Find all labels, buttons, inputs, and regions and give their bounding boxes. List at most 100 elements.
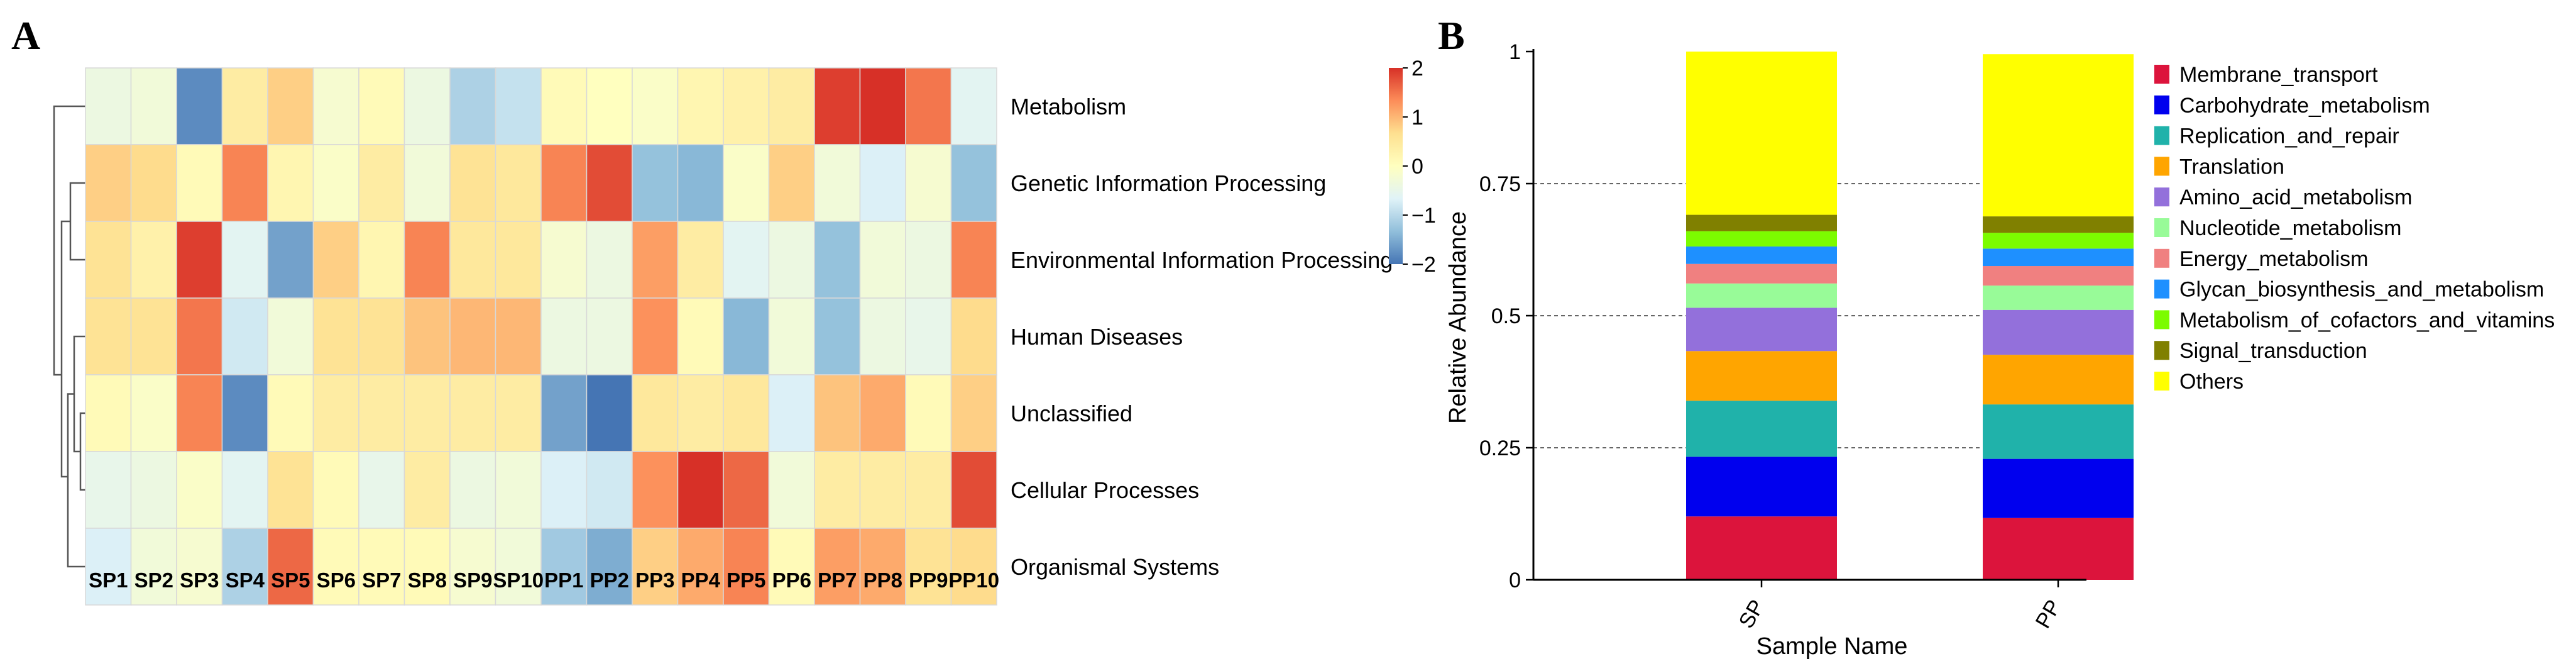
heatmap-cell-sp9-r1 <box>449 67 496 145</box>
legend-swatch <box>2154 218 2169 237</box>
bar-segment-pp-replication-and-repair <box>1983 404 2134 459</box>
heatmap-cell-pp7-r4 <box>814 297 861 375</box>
heatmap-cell-pp4-r1 <box>677 67 724 145</box>
heatmap-cell-sp7-r4 <box>358 297 405 375</box>
heatmap-cell-pp5-r7 <box>723 528 770 606</box>
legend: Membrane_transport Carbohydrate_metabolis… <box>2154 63 2555 394</box>
heatmap-cell-pp10-r1 <box>950 67 997 145</box>
legend-swatch <box>2154 187 2169 207</box>
heatmap-cell-pp2-r6 <box>586 451 633 529</box>
legend-swatch <box>2154 248 2169 268</box>
heatmap-column-label: PP9 <box>909 568 948 592</box>
heatmap-cell-pp4-r2 <box>677 144 724 222</box>
heatmap-cell-pp2-r1 <box>586 67 633 145</box>
heatmap-cell-pp10-r4 <box>950 297 997 375</box>
heatmap-column-label: SP7 <box>362 568 401 592</box>
bar-segment-sp-signal-transduction <box>1686 214 1837 231</box>
bar-segment-sp-membrane-transport <box>1686 516 1837 580</box>
heatmap-cell-pp10-r2 <box>950 144 997 222</box>
heatmap-cell-pp3-r5 <box>632 374 679 452</box>
heatmap-cell-pp5-r5 <box>723 374 770 452</box>
legend-label: Others <box>2179 370 2244 394</box>
bar-segment-pp-carbohydrate-metabolism <box>1983 458 2134 518</box>
heatmap-column-label: SP4 <box>226 568 265 592</box>
heatmap-cell-pp1-r5 <box>540 374 588 452</box>
heatmap-cell-pp10-r7 <box>950 528 997 606</box>
heatmap-cell-sp5-r7 <box>267 528 314 606</box>
color-scale-tick-label: 1 <box>1411 106 1423 130</box>
heatmap-column-label: PP8 <box>863 568 902 592</box>
heatmap-cell-pp9-r2 <box>905 144 952 222</box>
heatmap-cell-pp2-r7 <box>586 528 633 606</box>
heatmap-cell-sp10-r3 <box>495 221 542 299</box>
heatmap-cell-pp1-r2 <box>540 144 588 222</box>
heatmap-cell-pp3-r4 <box>632 297 679 375</box>
heatmap-cell-pp2-r4 <box>586 297 633 375</box>
heatmap-cell-pp8-r1 <box>859 67 906 145</box>
heatmap-cell-sp1-r2 <box>85 144 132 222</box>
heatmap-cell-pp5-r2 <box>723 144 770 222</box>
heatmap-cell-sp10-r5 <box>495 374 542 452</box>
heatmap-cell-pp1-r6 <box>540 451 588 529</box>
heatmap-cell-pp9-r3 <box>905 221 952 299</box>
heatmap-cell-sp4-r7 <box>221 528 268 606</box>
heatmap-cell-sp9-r4 <box>449 297 496 375</box>
color-scale-tick-label: 0 <box>1411 155 1423 179</box>
heatmap-cell-sp2-r1 <box>130 67 177 145</box>
heatmap-cell-pp4-r6 <box>677 451 724 529</box>
heatmap-cell-sp4-r3 <box>221 221 268 299</box>
heatmap-cell-pp5-r6 <box>723 451 770 529</box>
heatmap-cell-sp10-r1 <box>495 67 542 145</box>
heatmap-cell-sp5-r2 <box>267 144 314 222</box>
heatmap-row-label: Metabolism <box>1011 94 1126 119</box>
heatmap-column-label: PP2 <box>590 568 629 592</box>
heatmap-cell-pp10-r6 <box>950 451 997 529</box>
color-scale-tick-label: −1 <box>1411 204 1436 228</box>
heatmap-cell-pp2-r3 <box>586 221 633 299</box>
bar-segment-sp-glycan-biosynthesis-and-metabolism <box>1686 246 1837 264</box>
heatmap-cell-sp8-r1 <box>403 67 451 145</box>
heatmap-cell-sp4-r4 <box>221 297 268 375</box>
heatmap-cell-sp3-r7 <box>176 528 223 606</box>
heatmap-cell-pp4-r3 <box>677 221 724 299</box>
heatmap-cell-pp3-r1 <box>632 67 679 145</box>
y-tick-label: 0 <box>1509 568 1521 592</box>
heatmap-column-label: SP10 <box>493 568 544 592</box>
panel-a-label: A <box>11 13 40 58</box>
heatmap-cell-pp6-r6 <box>768 451 815 529</box>
heatmap-cell-sp4-r5 <box>221 374 268 452</box>
legend-swatch <box>2154 65 2169 84</box>
heatmap-cell-sp7-r3 <box>358 221 405 299</box>
panel-b-label: B <box>1438 13 1465 58</box>
x-tick-label: PP <box>2031 596 2066 632</box>
heatmap-cell-sp5-r4 <box>267 297 314 375</box>
heatmap-cell-pp7-r2 <box>814 144 861 222</box>
x-tick-label: SP <box>1735 596 1770 632</box>
bar-segment-pp-signal-transduction <box>1983 216 2134 233</box>
heatmap-cell-pp8-r7 <box>859 528 906 606</box>
heatmap-cell-sp2-r7 <box>130 528 177 606</box>
heatmap-cell-sp3-r6 <box>176 451 223 529</box>
heatmap-cell-sp6-r7 <box>312 528 359 606</box>
bar-segment-pp-translation <box>1983 355 2134 405</box>
legend-swatch <box>2154 126 2169 145</box>
heatmap-column-label: PP7 <box>818 568 857 592</box>
heatmap-cell-pp5-r4 <box>723 297 770 375</box>
color-scale-tick-label: −2 <box>1411 253 1436 277</box>
bar-segment-sp-translation <box>1686 351 1837 401</box>
legend-swatch <box>2154 95 2169 114</box>
heatmap-cell-pp2-r2 <box>586 144 633 222</box>
heatmap-cell-pp4-r7 <box>677 528 724 606</box>
heatmap-cell-sp8-r6 <box>403 451 451 529</box>
dendrogram-branch <box>69 182 85 261</box>
heatmap-cell-sp7-r1 <box>358 67 405 145</box>
heatmap-cell-sp2-r4 <box>130 297 177 375</box>
heatmap-cell-sp7-r7 <box>358 528 405 606</box>
dendrogram-branch <box>79 412 85 491</box>
dendrogram-branch <box>60 220 70 478</box>
legend-swatch <box>2154 341 2169 360</box>
heatmap-column-labels: SP1 SP2 SP3 SP4 SP5 SP6 SP7 SP8 SP9 SP10 PP1 PP2 PP3… <box>89 568 999 592</box>
heatmap-cells <box>85 67 997 606</box>
heatmap-cell-sp6-r4 <box>312 297 359 375</box>
